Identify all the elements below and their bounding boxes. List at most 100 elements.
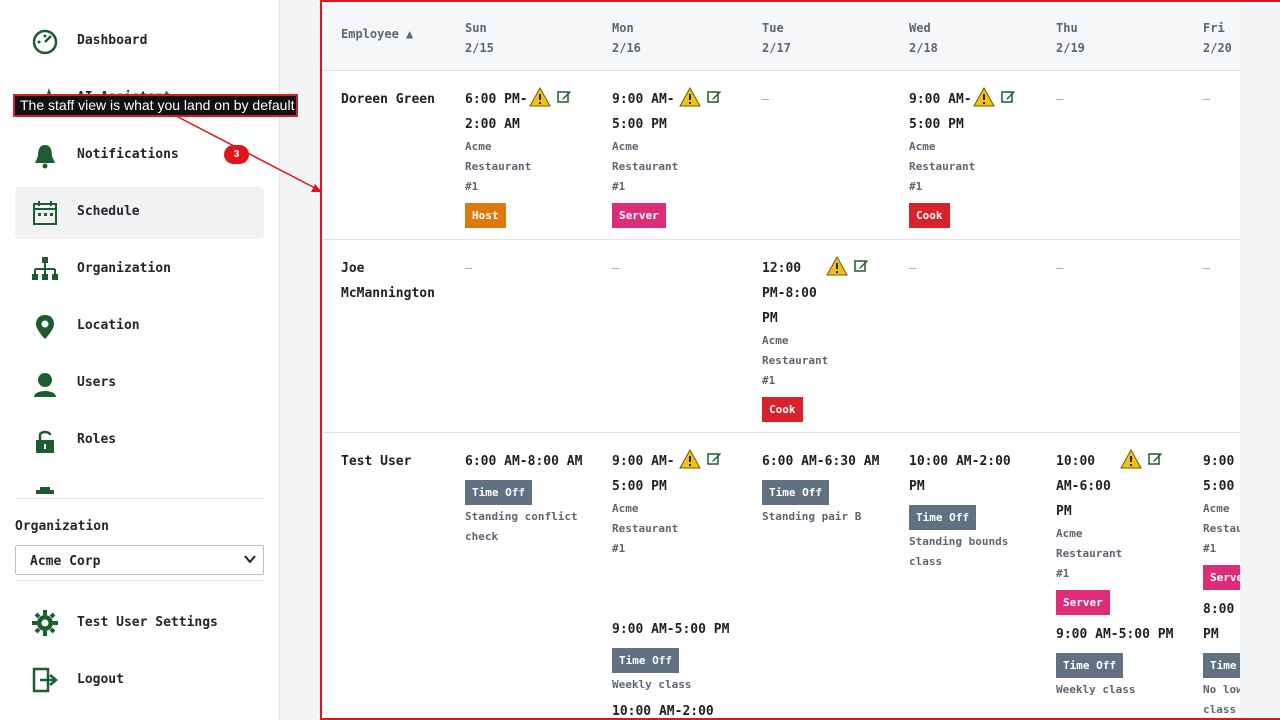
empty-day-marker: – <box>1203 92 1211 106</box>
warning-icon[interactable] <box>529 87 551 107</box>
time-off-card[interactable]: 9:00 AM-5:00 PM Time Off Weekly class <box>612 617 752 695</box>
shift-time: 10:00 AM-2:00 <box>612 704 714 719</box>
shift-card[interactable]: 10:00 AM-2:00 <box>612 699 752 720</box>
time-off-card[interactable]: 6:00 AM-8:00 AM Time Off Standing confli… <box>465 449 605 547</box>
shift-time: 9:00 AM-5:00 PM <box>1056 627 1174 642</box>
shift-time: 5:00 PM <box>612 117 667 132</box>
sidebar-divider <box>15 580 264 581</box>
empty-day-marker: – <box>465 261 473 275</box>
time-off-card[interactable]: 8:00 A PM Time No low class <box>1203 597 1240 720</box>
day-date: 2/15 <box>465 41 494 55</box>
shift-location: #1 <box>762 374 776 387</box>
logout-label: Logout <box>77 672 124 687</box>
edit-icon[interactable] <box>1148 451 1163 466</box>
shift-location: #1 <box>909 180 923 193</box>
sidebar-item-label: Notifications <box>77 147 179 162</box>
sidebar-item-dashboard[interactable]: Dashboard <box>15 16 264 68</box>
shift-time: 6:00 AM-8:00 AM <box>465 454 583 469</box>
sidebar-item-location[interactable]: Location <box>15 301 264 353</box>
sidebar-divider <box>15 498 264 499</box>
day-date: 2/18 <box>909 41 938 55</box>
day-name: Wed <box>909 21 931 35</box>
shift-location: #1 <box>465 180 479 193</box>
warning-icon[interactable] <box>679 449 701 469</box>
shift-card[interactable]: 9:00 AM- 5:00 PM Acme Restaurant #1 Cook <box>909 87 1049 228</box>
sidebar-item-label: Dashboard <box>77 33 148 48</box>
annotation-tooltip: The staff view is what you land on by de… <box>13 94 298 117</box>
time-off-note: class <box>909 555 943 568</box>
shift-location: #1 <box>612 542 626 555</box>
shift-card[interactable]: 6:00 PM- 2:00 AM Acme Restaurant #1 Host <box>465 87 605 228</box>
edit-icon[interactable] <box>854 258 869 273</box>
edit-icon[interactable] <box>707 451 722 466</box>
time-off-badge: Time Off <box>612 648 679 673</box>
sidebar-item-roles[interactable]: Roles <box>15 415 264 467</box>
empty-day-marker: – <box>1056 261 1064 275</box>
role-badge: Server <box>612 203 666 228</box>
time-off-card[interactable]: 9:00 AM-5:00 PM Time Off Weekly class <box>1056 622 1196 700</box>
schedule-table: Employee ▲ Sun 2/15 Mon 2/16 Tue 2/17 Wed 2/… <box>322 0 1240 720</box>
employee-column-header[interactable]: Employee ▲ <box>341 27 414 41</box>
time-off-card[interactable]: 6:00 AM-6:30 AM Time Off Standing pair B <box>762 449 902 527</box>
shift-location: #1 <box>1056 567 1070 580</box>
organization-select[interactable]: Acme Corp <box>15 545 264 575</box>
day-name: Thu <box>1056 21 1078 35</box>
shift-card[interactable]: 10:00 AM-6:00 PM Acme Restaurant #1 Serv… <box>1056 449 1196 615</box>
time-off-note: Weekly class <box>1056 683 1136 696</box>
shift-location: Restaurant <box>465 160 532 173</box>
shift-time: 10:00 <box>1056 454 1096 469</box>
day-date: 2/19 <box>1056 41 1085 55</box>
day-date: 2/16 <box>612 41 641 55</box>
warning-icon[interactable] <box>1120 449 1142 469</box>
logout-link[interactable]: Logout <box>15 658 264 702</box>
edit-icon[interactable] <box>1001 89 1016 104</box>
sidebar-item-label: Roles <box>77 432 117 447</box>
edit-icon[interactable] <box>557 89 572 104</box>
settings-link[interactable]: Test User Settings <box>15 601 264 645</box>
shift-card[interactable]: 12:00 PM-8:00 PM Acme Restaurant #1 Cook <box>762 256 902 422</box>
time-off-note: Standing conflict <box>465 510 578 523</box>
sidebar-item-users[interactable]: Users <box>15 358 264 410</box>
shift-time: 2:00 AM <box>465 117 520 132</box>
shift-location: Restau <box>1203 522 1240 535</box>
shift-time: 10:00 AM-2:00 <box>909 454 1011 469</box>
sidebar-item-organization[interactable]: Organization <box>15 244 264 296</box>
sidebar-item-notifications[interactable]: Notifications <box>15 130 264 182</box>
schedule-header-row: Employee ▲ Sun 2/15 Mon 2/16 Tue 2/17 Wed 2/… <box>322 0 1240 71</box>
shift-location: Acme <box>465 140 492 153</box>
shift-time: 9:00 AM- <box>612 454 675 469</box>
shift-location: Acme <box>762 334 789 347</box>
warning-icon[interactable] <box>679 87 701 107</box>
shift-location: Acme <box>909 140 936 153</box>
logout-icon <box>32 667 58 693</box>
time-off-note: Weekly class <box>612 678 692 691</box>
shift-time: 8:00 A <box>1203 602 1240 617</box>
day-header-fri: Fri 2/20 <box>1203 18 1232 58</box>
role-badge: Host <box>465 203 506 228</box>
day-name: Tue <box>762 21 784 35</box>
shift-card[interactable]: 9:00 AM- 5:00 PM Acme Restaurant #1 Serv… <box>612 87 752 228</box>
sidebar-item-label: Location <box>77 318 140 333</box>
sidebar-item-label: Users <box>77 375 117 390</box>
time-off-badge: Time <box>1203 653 1240 678</box>
lock-icon <box>36 430 54 453</box>
shift-time: 6:00 PM- <box>465 92 528 107</box>
employee-name-line: Joe <box>341 261 365 276</box>
warning-icon[interactable] <box>826 256 848 276</box>
shift-card[interactable]: 9:00 AM- 5:00 PM Acme Restaurant #1 <box>612 449 752 559</box>
time-off-note: check <box>465 530 499 543</box>
warning-icon[interactable] <box>973 87 995 107</box>
time-off-card[interactable]: 10:00 AM-2:00 PM Time Off Standing bound… <box>909 449 1049 572</box>
empty-day-marker: – <box>1056 92 1064 106</box>
edit-icon[interactable] <box>707 89 722 104</box>
shift-location: Acme <box>612 502 639 515</box>
map-pin-icon <box>36 315 54 339</box>
time-off-badge: Time Off <box>909 505 976 530</box>
sidebar-item-schedule[interactable]: Schedule <box>15 187 264 239</box>
day-header-thu: Thu 2/19 <box>1056 18 1085 58</box>
time-off-note: Standing bounds <box>909 535 1009 548</box>
shift-time: 6:00 AM-6:30 AM <box>762 454 880 469</box>
shift-card[interactable]: 9:00 A 5:00 P Acme Restau #1 Serve <box>1203 449 1240 590</box>
sidebar-item-partial[interactable] <box>15 472 264 494</box>
gear-icon <box>32 610 58 636</box>
